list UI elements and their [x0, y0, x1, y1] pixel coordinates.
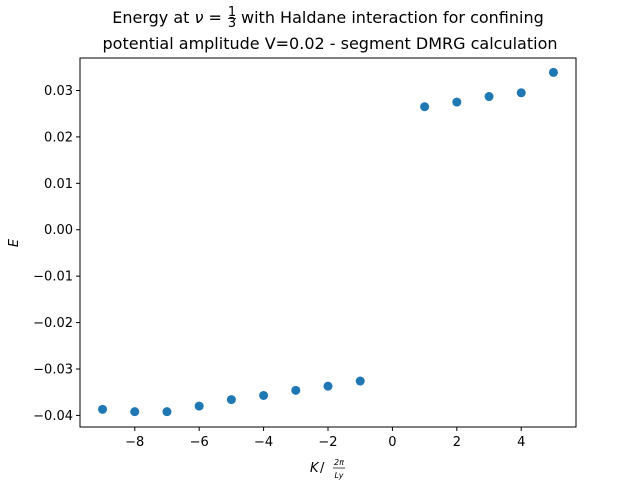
x-axis-ticks: −8 −6 −4 −2 0 2 4: [125, 427, 525, 450]
x-axis-label-numerator: 2π: [334, 458, 344, 467]
x-tick-label: −6: [190, 435, 209, 450]
y-axis-label: E: [7, 238, 22, 247]
data-point: [323, 381, 333, 391]
data-point: [98, 404, 108, 414]
data-point: [548, 67, 558, 77]
chart-title: Energy at ν = with Haldane interaction f…: [103, 5, 558, 53]
y-tick-label: 0.01: [44, 177, 73, 192]
x-tick-label: 2: [453, 435, 461, 450]
x-tick-label: 0: [388, 435, 396, 450]
x-tick-label: 4: [517, 435, 525, 450]
title-fraction: 1 3: [228, 5, 236, 31]
data-point: [420, 102, 430, 112]
title-fraction-numerator: 1: [228, 5, 236, 20]
title-fraction-denominator: 3: [228, 16, 236, 31]
data-point: [452, 97, 462, 107]
x-axis-label: K / 2π Ly: [310, 458, 345, 480]
y-tick-label: 0.00: [44, 223, 73, 238]
y-tick-label: −0.03: [33, 362, 73, 377]
y-tick-label: 0.03: [44, 84, 73, 99]
title-line-1: Energy at ν = with Haldane interaction f…: [112, 8, 544, 27]
title-line-2: potential amplitude V=0.02 - segment DMR…: [103, 34, 558, 53]
x-tick-label: −8: [125, 435, 144, 450]
x-tick-label: −2: [318, 435, 337, 450]
data-point: [226, 395, 236, 405]
data-point: [162, 407, 172, 417]
x-axis-label-main: K: [310, 461, 320, 476]
y-tick-label: −0.02: [33, 316, 73, 331]
x-axis-label-separator: /: [320, 461, 325, 476]
y-tick-label: −0.01: [33, 270, 73, 285]
data-point: [194, 401, 204, 411]
x-tick-label: −4: [254, 435, 273, 450]
y-axis-ticks: −0.04 −0.03 −0.02 −0.01 0.00 0.01 0.02 0.03: [33, 84, 80, 424]
data-point: [484, 92, 494, 102]
y-tick-label: 0.02: [44, 130, 73, 145]
data-point: [130, 407, 140, 417]
plot-frame: [79, 57, 577, 428]
data-point: [516, 88, 526, 98]
data-points: [98, 67, 558, 417]
data-point: [259, 390, 269, 400]
x-axis-label-denominator: Ly: [335, 471, 344, 480]
data-point: [355, 376, 365, 386]
data-point: [291, 385, 301, 395]
y-tick-label: −0.04: [33, 409, 73, 424]
